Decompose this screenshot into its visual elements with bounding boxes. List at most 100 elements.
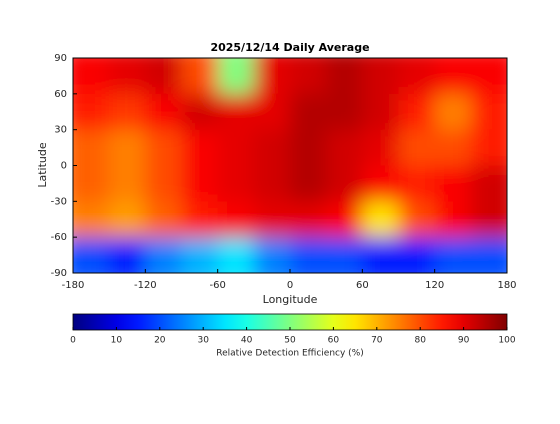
heat-cell xyxy=(362,129,399,166)
colorbar-tick-label: 80 xyxy=(414,336,426,346)
heat-cell xyxy=(253,93,291,131)
colorbar-tick-label: 30 xyxy=(197,336,209,346)
heat-cell xyxy=(326,165,363,202)
y-tick-label: 0 xyxy=(61,161,67,172)
colorbar-label: Relative Detection Efficiency (%) xyxy=(216,349,364,359)
heat-cell xyxy=(434,237,472,273)
heat-cell xyxy=(398,201,436,238)
heat-cell xyxy=(253,129,291,166)
heat-cell xyxy=(253,201,291,238)
heat-cell xyxy=(217,58,255,95)
heat-cell xyxy=(326,237,363,273)
x-tick-label: 180 xyxy=(497,280,516,291)
heat-cell xyxy=(109,165,146,202)
heat-cell xyxy=(434,129,472,166)
heat-cell xyxy=(109,58,146,95)
heat-cell xyxy=(73,58,110,95)
colorbar-tick-label: 100 xyxy=(498,336,515,346)
heat-cell xyxy=(398,58,436,95)
heat-cell xyxy=(398,93,436,131)
heat-cell xyxy=(181,129,219,166)
heat-cell xyxy=(217,237,255,273)
x-tick-label: 0 xyxy=(287,280,293,291)
heat-cell xyxy=(362,93,399,131)
heat-cell xyxy=(434,165,472,202)
colorbar-tick-label: 90 xyxy=(458,336,470,346)
heat-cell xyxy=(109,201,146,238)
heat-cell xyxy=(398,129,436,166)
colorbar-tick-label: 40 xyxy=(241,336,253,346)
x-tick-label: -180 xyxy=(62,280,85,291)
heat-cell xyxy=(109,93,146,131)
colorbar-tick-label: 60 xyxy=(328,336,340,346)
heat-cell xyxy=(470,58,507,95)
y-tick-label: -60 xyxy=(51,232,67,243)
heat-cell xyxy=(290,129,327,166)
heat-cell xyxy=(181,165,219,202)
heat-cell xyxy=(398,237,436,273)
heat-cell xyxy=(253,165,291,202)
heat-cell xyxy=(181,237,219,273)
heat-cell xyxy=(253,58,291,95)
x-tick-label: 60 xyxy=(356,280,369,291)
colorbar-tick-label: 20 xyxy=(154,336,166,346)
heat-cell xyxy=(73,165,110,202)
heat-cell xyxy=(470,129,507,166)
y-tick-label: 60 xyxy=(54,89,67,100)
chart-title: 2025/12/14 Daily Average xyxy=(210,41,369,54)
heat-cell xyxy=(253,237,291,273)
heat-cell xyxy=(145,237,182,273)
heat-cell xyxy=(326,93,363,131)
heat-cell xyxy=(73,201,110,238)
x-tick-label: -60 xyxy=(209,280,225,291)
heat-cell xyxy=(470,201,507,238)
heat-cell xyxy=(145,165,182,202)
heat-cell xyxy=(145,58,182,95)
y-axis-label: Latitude xyxy=(36,142,49,188)
colorbar-tick-label: 50 xyxy=(284,336,296,346)
heat-cell xyxy=(362,165,399,202)
heat-cell xyxy=(326,129,363,166)
colorbar-tick-label: 10 xyxy=(111,336,123,346)
heat-cell xyxy=(290,58,327,95)
heat-cell xyxy=(362,201,399,238)
heat-cell xyxy=(470,165,507,202)
heat-cell xyxy=(73,237,110,273)
heat-cell xyxy=(434,58,472,95)
heat-cell xyxy=(181,93,219,131)
heat-cell xyxy=(290,237,327,273)
heat-cell xyxy=(290,201,327,238)
heat-cell xyxy=(290,93,327,131)
heat-cell xyxy=(434,93,472,131)
y-tick-label: 30 xyxy=(54,125,67,136)
heat-cell xyxy=(145,201,182,238)
heat-cell xyxy=(217,165,255,202)
y-tick-label: 90 xyxy=(54,53,67,64)
heat-cell xyxy=(326,201,363,238)
heat-cell xyxy=(73,129,110,166)
heat-cell xyxy=(362,58,399,95)
heat-cell xyxy=(181,201,219,238)
heat-cell xyxy=(73,93,110,131)
y-tick-label: -90 xyxy=(51,268,67,279)
heat-cell xyxy=(434,201,472,238)
colorbar-tick-label: 0 xyxy=(70,336,76,346)
heat-cell xyxy=(290,165,327,202)
heat-cell xyxy=(145,93,182,131)
heat-cell xyxy=(398,165,436,202)
heat-cell xyxy=(362,237,399,273)
heat-cell xyxy=(470,237,507,273)
heat-cell xyxy=(326,58,363,95)
heat-cell xyxy=(181,58,219,95)
x-axis-label: Longitude xyxy=(263,293,318,306)
x-tick-label: 120 xyxy=(425,280,444,291)
heat-cell xyxy=(217,201,255,238)
heat-cell xyxy=(217,93,255,131)
heat-cell xyxy=(145,129,182,166)
heat-cell xyxy=(470,93,507,131)
heat-cell xyxy=(217,129,255,166)
x-tick-label: -120 xyxy=(134,280,157,291)
heat-cell xyxy=(109,129,146,166)
colorbar-tick-label: 70 xyxy=(371,336,383,346)
